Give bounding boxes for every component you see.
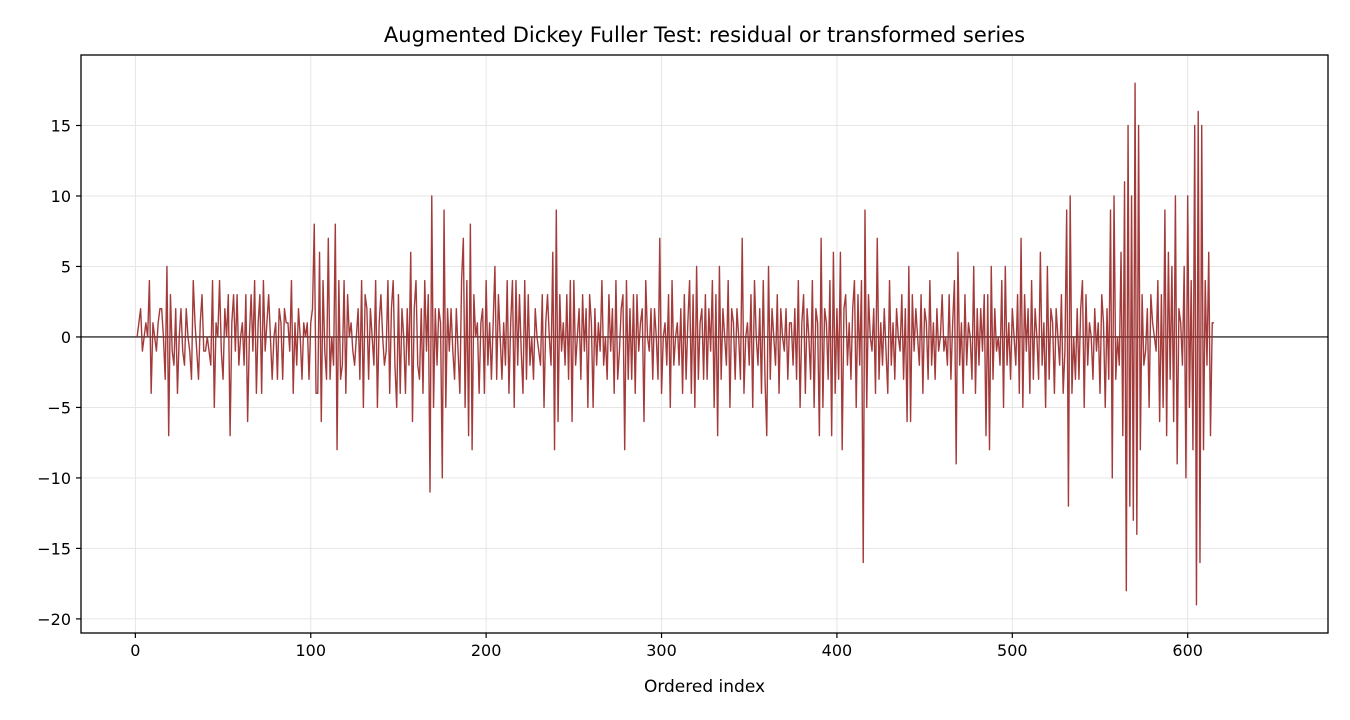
series-line: [136, 82, 1214, 606]
x-tick-label: 600: [1172, 641, 1203, 660]
chart-title: Augmented Dickey Fuller Test: residual o…: [384, 23, 1025, 47]
x-axis-title: Ordered index: [644, 677, 765, 697]
x-tick-label: 100: [295, 641, 326, 660]
y-tick-label: 5: [61, 257, 71, 276]
y-tick-label: −10: [37, 469, 71, 488]
ticks: 0 100 200 300 400 500 600 −20 −15 −10 −5 0 5 10 15: [37, 116, 1203, 660]
y-tick-label: 15: [51, 116, 71, 135]
y-tick-label: −15: [37, 539, 71, 558]
x-tick-label: 500: [997, 641, 1028, 660]
x-tick-label: 300: [646, 641, 677, 660]
x-tick-label: 400: [822, 641, 853, 660]
y-tick-label: −20: [37, 610, 71, 629]
y-tick-label: −5: [47, 398, 71, 417]
series-layer: [136, 82, 1214, 606]
x-tick-label: 200: [471, 641, 502, 660]
x-tick-label: 0: [130, 641, 140, 660]
y-tick-label: 10: [51, 187, 71, 206]
y-tick-label: 0: [61, 328, 71, 347]
plot-frame: [80, 54, 1329, 634]
